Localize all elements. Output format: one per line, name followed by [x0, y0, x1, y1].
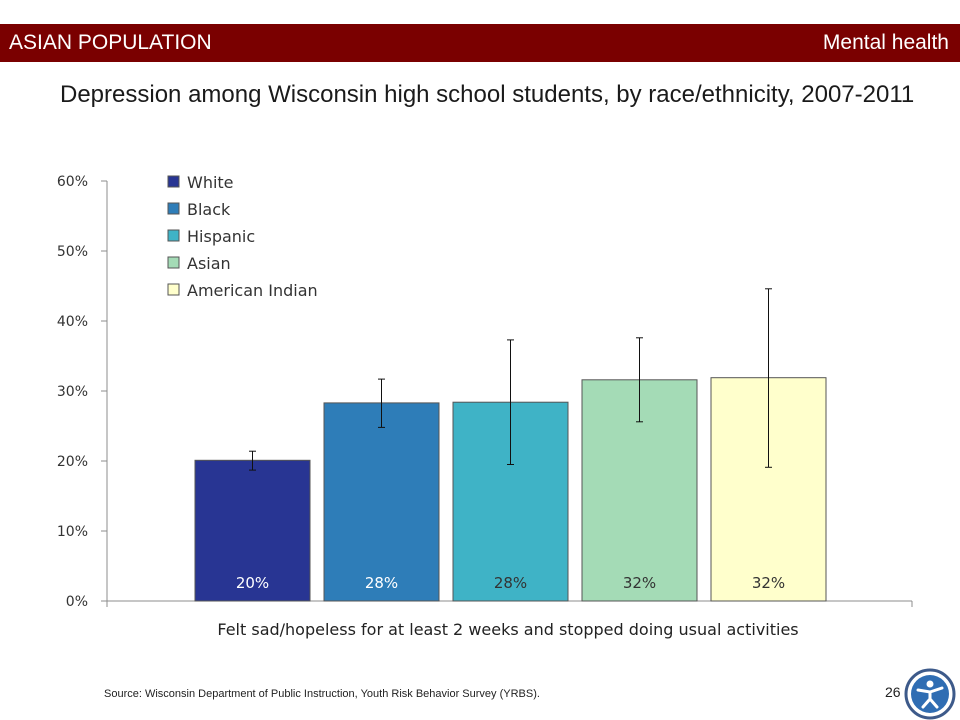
- data-label: 28%: [365, 574, 398, 592]
- source-note: Source: Wisconsin Department of Public I…: [104, 688, 540, 700]
- legend-swatch: [167, 202, 180, 215]
- bar-chart: 0% 10% 20% 30% 40% 50% 60% 20% 28% 28% 32% 32% Whi…: [57, 173, 913, 639]
- header-population-label: ASIAN POPULATION: [9, 31, 212, 54]
- legend-swatch: [167, 229, 180, 242]
- data-label: 32%: [623, 574, 656, 592]
- y-tick-label: 0%: [66, 594, 88, 610]
- y-tick-label: 60%: [57, 174, 88, 190]
- chart-title: Depression among Wisconsin high school s…: [60, 81, 915, 108]
- legend-entry: White: [187, 173, 234, 192]
- header-banner: ASIAN POPULATION Mental health: [0, 24, 960, 62]
- y-tick-label: 50%: [57, 244, 88, 260]
- y-tick-label: 20%: [57, 454, 88, 470]
- y-tick-label: 40%: [57, 314, 88, 330]
- bar-black: [323, 402, 440, 602]
- data-label: 28%: [494, 574, 527, 592]
- data-label: 32%: [752, 574, 785, 592]
- page-number: 26: [885, 684, 901, 700]
- y-tick-label: 30%: [57, 384, 88, 400]
- health-logo-icon: [904, 668, 956, 720]
- x-axis-label: Felt sad/hopeless for at least 2 weeks a…: [217, 620, 798, 639]
- legend-swatch: [167, 256, 180, 269]
- legend-swatch: [167, 283, 180, 296]
- header-topic-label: Mental health: [822, 31, 949, 54]
- legend-entry: American Indian: [187, 281, 318, 300]
- legend-entry: Black: [187, 200, 231, 219]
- legend-entry: Hispanic: [187, 227, 255, 246]
- legend-swatch: [167, 175, 180, 188]
- legend-entry: Asian: [187, 254, 231, 273]
- y-tick-label: 10%: [57, 524, 88, 540]
- data-label: 20%: [236, 574, 269, 592]
- bar-white: [194, 459, 311, 602]
